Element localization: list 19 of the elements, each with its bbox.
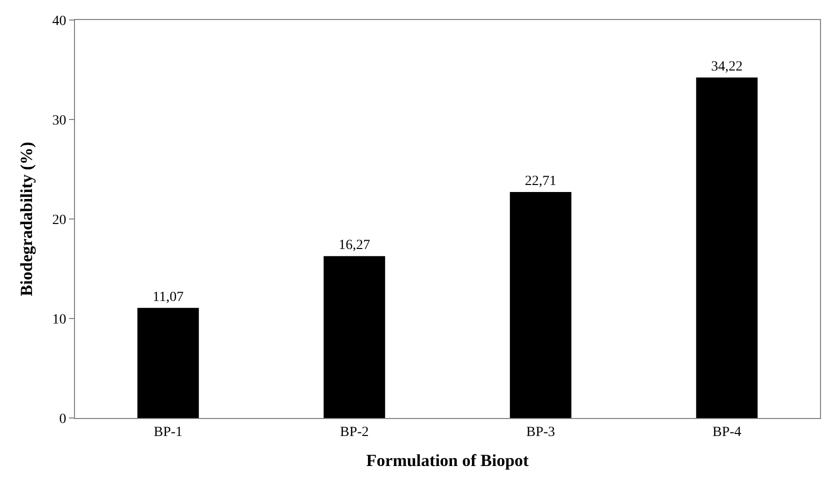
y-tick-label: 10	[52, 312, 66, 328]
y-tick-label: 0	[59, 412, 66, 427]
y-axis-title: Biodegradability (%)	[16, 142, 36, 296]
data-label: 16,27	[338, 238, 370, 254]
x-tick-label: BP-3	[526, 424, 556, 440]
x-tick-label: BP-4	[712, 424, 742, 440]
bar	[696, 78, 758, 418]
data-label: 34,22	[711, 60, 743, 75]
y-tick-label: 30	[52, 113, 66, 128]
data-label: 11,07	[152, 290, 184, 305]
y-tick-label: 40	[52, 14, 66, 29]
x-tick-label: BP-1	[154, 424, 183, 440]
x-axis-title: Formulation of Biopot	[366, 451, 530, 470]
x-tick-label: BP-2	[340, 424, 369, 440]
data-label: 22,71	[524, 174, 556, 190]
bar	[324, 256, 386, 418]
bar	[137, 308, 199, 418]
y-tick-label: 20	[52, 212, 66, 228]
bar	[510, 192, 572, 418]
